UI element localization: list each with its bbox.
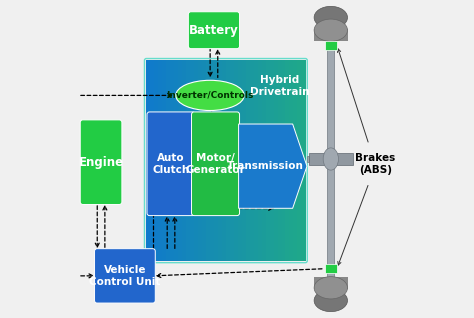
Bar [297, 60, 302, 261]
Bar [162, 60, 167, 261]
Bar [246, 60, 251, 261]
Text: Transmission: Transmission [227, 161, 304, 171]
Bar [328, 21, 334, 297]
Bar [234, 60, 239, 261]
Bar [325, 41, 337, 50]
Bar [314, 277, 347, 289]
Text: Vehicle
Control Unit: Vehicle Control Unit [89, 265, 161, 287]
Bar [202, 60, 207, 261]
Text: Battery: Battery [189, 24, 239, 37]
Bar [190, 60, 195, 261]
Bar [210, 60, 215, 261]
Bar [254, 60, 259, 261]
Bar [198, 60, 203, 261]
Bar [218, 60, 223, 261]
Bar [230, 60, 235, 261]
Bar [258, 60, 263, 261]
Bar [242, 60, 246, 261]
Bar [314, 29, 347, 41]
Bar [194, 60, 199, 261]
FancyBboxPatch shape [191, 112, 239, 216]
Bar [301, 60, 306, 261]
Bar [226, 60, 231, 261]
FancyBboxPatch shape [188, 12, 239, 49]
Bar [270, 60, 274, 261]
FancyBboxPatch shape [94, 249, 155, 303]
Text: Hybrid
Drivetrain: Hybrid Drivetrain [250, 75, 310, 97]
Ellipse shape [314, 289, 347, 312]
Bar [170, 60, 175, 261]
Ellipse shape [323, 148, 338, 170]
Bar [158, 60, 163, 261]
Bar [265, 60, 271, 261]
FancyBboxPatch shape [147, 112, 195, 216]
Bar [307, 156, 309, 162]
Polygon shape [238, 124, 307, 208]
Bar [166, 60, 171, 261]
Ellipse shape [176, 80, 244, 110]
Bar [178, 60, 183, 261]
Ellipse shape [314, 277, 347, 299]
Bar [273, 60, 279, 261]
Bar [278, 60, 283, 261]
Bar [146, 60, 151, 261]
Text: Brakes
(ABS): Brakes (ABS) [355, 153, 395, 175]
Ellipse shape [314, 6, 347, 29]
Bar [155, 60, 159, 261]
Bar [262, 60, 266, 261]
Bar [325, 264, 337, 273]
Bar [150, 60, 155, 261]
Bar [290, 60, 294, 261]
Bar [174, 60, 179, 261]
Bar [206, 60, 211, 261]
FancyBboxPatch shape [80, 120, 122, 204]
Bar [186, 60, 191, 261]
Bar [238, 60, 243, 261]
Text: Auto
Clutch: Auto Clutch [152, 153, 190, 175]
Bar [285, 60, 291, 261]
Text: Engine: Engine [79, 156, 124, 169]
Bar [293, 60, 298, 261]
Bar [282, 60, 286, 261]
Text: Motor/
Generator: Motor/ Generator [186, 153, 246, 175]
Bar [222, 60, 227, 261]
Bar [309, 153, 353, 165]
Bar [182, 60, 187, 261]
Bar [250, 60, 255, 261]
Bar [214, 60, 219, 261]
Ellipse shape [314, 19, 347, 41]
Text: Inverter/Controls: Inverter/Controls [166, 91, 254, 100]
